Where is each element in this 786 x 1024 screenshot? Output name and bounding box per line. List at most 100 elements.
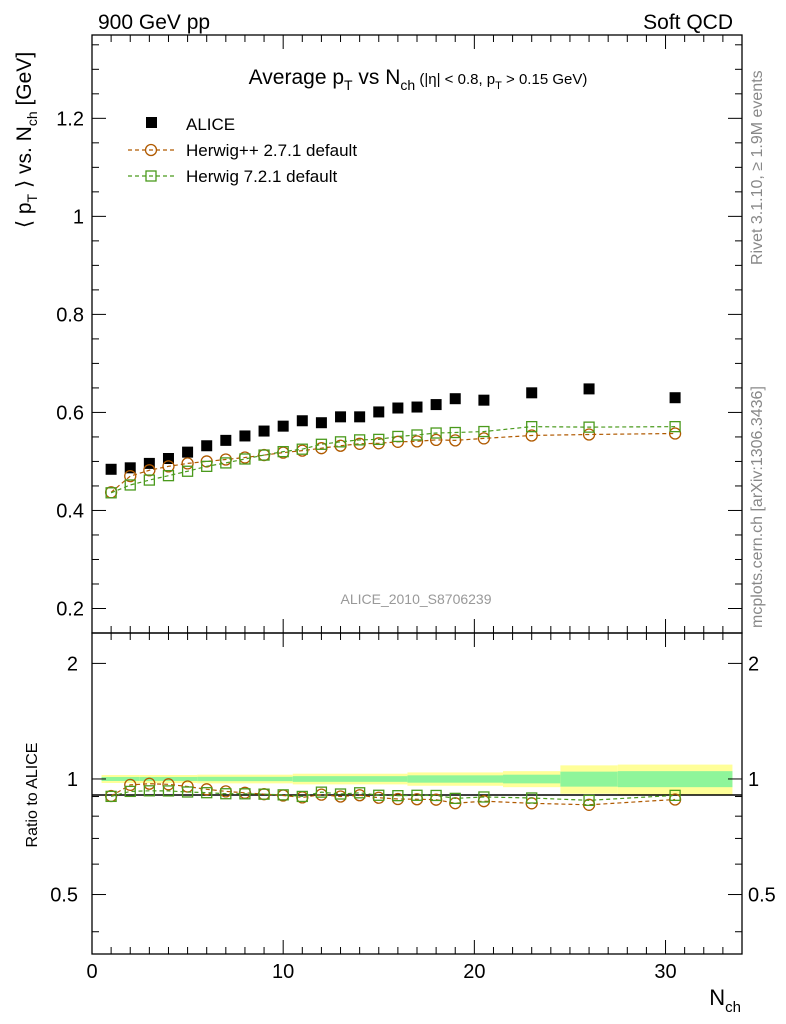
ratio-band-stat bbox=[407, 775, 504, 783]
analysis-tag: ALICE_2010_S8706239 bbox=[340, 591, 491, 607]
mcplots-source-label: mcplots.cern.ch [arXiv:1306.3436] bbox=[749, 386, 766, 628]
main-series-layer bbox=[104, 383, 682, 499]
data-point-herwigpp bbox=[124, 469, 137, 483]
data-point-herwig7 bbox=[526, 420, 538, 433]
ratio-point-herwig7 bbox=[392, 790, 404, 802]
data-point-alice bbox=[449, 393, 461, 405]
data-point-alice bbox=[354, 411, 366, 423]
ratio-series-layer bbox=[104, 777, 682, 811]
ratio-point-herwig7 bbox=[201, 787, 213, 799]
data-point-herwigpp bbox=[181, 457, 194, 470]
data-point-herwigpp bbox=[525, 429, 538, 442]
data-point-herwig7 bbox=[105, 487, 117, 499]
data-point-alice bbox=[315, 417, 327, 429]
data-point-herwig7 bbox=[296, 443, 308, 455]
legend: ALICE Herwig++ 2.7.1 default Herwig 7.2.… bbox=[128, 115, 357, 186]
ratio-point-herwig7 bbox=[449, 792, 461, 805]
data-point-herwigpp bbox=[162, 460, 175, 473]
data-point-alice bbox=[669, 392, 681, 404]
axis-ticks: 0 10 20 30 0.2 0.4 0.6 0.8 1 1.2 0.5 0.5 1 1 2 2 bbox=[50, 35, 776, 983]
ratio-point-herwig7 bbox=[124, 785, 136, 798]
ratio-point-herwig7 bbox=[239, 788, 251, 800]
data-point-herwig7 bbox=[669, 420, 681, 433]
ratio-plot-frame bbox=[91, 632, 743, 955]
ratio-point-herwig7 bbox=[353, 787, 366, 799]
data-point-alice bbox=[411, 401, 423, 413]
data-point-herwig7 bbox=[220, 457, 232, 469]
series-line-herwigpp bbox=[110, 432, 676, 493]
data-point-alice bbox=[258, 425, 270, 437]
ratio-point-herwig7 bbox=[162, 785, 175, 797]
data-point-alice bbox=[220, 434, 232, 446]
y-axis-label: ⟨ pT ⟩ vs. Nch [GeV] bbox=[13, 52, 40, 228]
ratio-point-herwig7 bbox=[220, 788, 232, 800]
data-point-herwigpp bbox=[410, 435, 424, 448]
data-point-herwigpp bbox=[429, 433, 443, 447]
ratio-band-stat bbox=[101, 776, 140, 781]
data-point-herwigpp bbox=[143, 464, 156, 477]
ratio-band-stat bbox=[197, 776, 293, 782]
x-tick-label: 0 bbox=[86, 961, 97, 983]
ratio-band-stat bbox=[292, 776, 408, 782]
ratio-band-stat bbox=[503, 774, 561, 784]
legend-marker-herwig7 bbox=[145, 170, 157, 182]
data-point-alice bbox=[430, 399, 442, 411]
ratio-tick-label-right: 1 bbox=[748, 769, 759, 791]
y-tick-label: 0.2 bbox=[56, 598, 84, 620]
x-tick-label: 20 bbox=[463, 961, 485, 983]
ratio-uncertainty-band bbox=[101, 764, 733, 795]
y-tick-label: 1.2 bbox=[56, 108, 84, 130]
data-point-herwigpp bbox=[582, 428, 596, 441]
data-point-herwig7 bbox=[449, 426, 461, 439]
ratio-point-herwig7 bbox=[526, 792, 538, 804]
data-point-alice bbox=[162, 453, 174, 465]
y-tick-label: 0.8 bbox=[56, 304, 84, 326]
data-point-herwig7 bbox=[143, 474, 156, 486]
data-point-herwig7 bbox=[392, 430, 404, 443]
header-category-label: Soft QCD bbox=[643, 11, 733, 34]
ratio-point-herwig7 bbox=[315, 786, 328, 798]
data-point-alice bbox=[105, 463, 117, 475]
x-tick-label: 10 bbox=[272, 961, 294, 983]
ratio-line-herwig7 bbox=[110, 790, 676, 801]
data-point-alice bbox=[296, 415, 308, 427]
header-energy-label: 900 GeV pp bbox=[98, 11, 210, 34]
ratio-point-herwigpp bbox=[143, 777, 156, 790]
legend-label-herwigpp: Herwig++ 2.7.1 default bbox=[186, 141, 357, 160]
rivet-version-label: Rivet 3.1.10, ≥ 1.9M events bbox=[749, 70, 766, 265]
data-point-herwig7 bbox=[334, 436, 347, 448]
x-axis-label: Nch bbox=[709, 985, 741, 1016]
ratio-tick-label-right: 0.5 bbox=[748, 885, 776, 907]
data-point-herwig7 bbox=[201, 460, 213, 472]
legend-marker-herwigpp bbox=[144, 143, 158, 157]
legend-label-alice: ALICE bbox=[186, 115, 235, 134]
ratio-point-herwig7 bbox=[373, 789, 385, 801]
data-point-herwig7 bbox=[277, 445, 289, 458]
data-point-alice bbox=[335, 411, 347, 423]
data-point-alice bbox=[277, 420, 289, 432]
chart-title: Average pT vs Nch (|η| < 0.8, pT > 0.15 … bbox=[249, 66, 588, 93]
data-point-herwigpp bbox=[449, 434, 462, 447]
ratio-point-herwig7 bbox=[334, 788, 347, 800]
data-point-herwig7 bbox=[583, 421, 595, 433]
legend-marker-alice bbox=[146, 117, 157, 128]
ratio-point-herwig7 bbox=[296, 790, 308, 803]
y-tick-label: 0.6 bbox=[56, 402, 84, 424]
data-point-herwigpp bbox=[477, 432, 491, 445]
data-point-alice bbox=[526, 387, 538, 399]
ratio-point-herwig7 bbox=[478, 791, 490, 803]
data-point-herwig7 bbox=[478, 425, 490, 438]
ratio-line-herwigpp bbox=[110, 783, 676, 806]
ratio-point-herwig7 bbox=[277, 789, 289, 801]
legend-label-herwig7: Herwig 7.2.1 default bbox=[186, 167, 337, 186]
data-point-alice bbox=[373, 406, 385, 418]
data-point-herwig7 bbox=[315, 438, 328, 450]
data-point-alice bbox=[124, 462, 136, 474]
data-point-alice bbox=[182, 446, 194, 458]
ratio-point-herwigpp bbox=[124, 778, 137, 792]
data-point-alice bbox=[239, 430, 251, 442]
data-point-herwig7 bbox=[181, 465, 194, 477]
data-point-herwig7 bbox=[124, 479, 136, 491]
ratio-axis-label: Ratio to ALICE bbox=[24, 743, 41, 848]
